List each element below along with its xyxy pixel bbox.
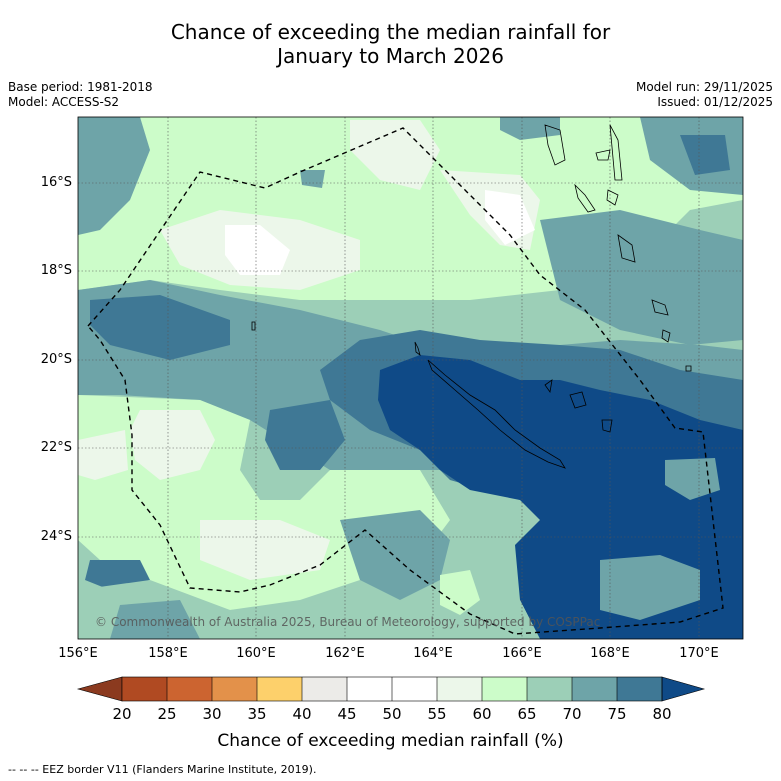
model-name: Model: ACCESS-S2: [8, 95, 120, 109]
lon-label-158e: 158°E: [148, 646, 188, 661]
map-frame: [77, 116, 744, 640]
colorbar: [76, 676, 706, 702]
colorbar-tick: 50: [382, 705, 402, 723]
colorbar-dividers: [121, 676, 663, 702]
eez-legend-note: -- -- -- EEZ border V11 (Flanders Marine…: [8, 763, 317, 776]
colorbar-title: Chance of exceeding median rainfall (%): [217, 731, 564, 751]
colorbar-bin: [212, 677, 257, 701]
lat-label-20s: 20°S: [40, 352, 72, 367]
lat-label-22s: 22°S: [40, 440, 72, 455]
colorbar-over: [661, 676, 706, 702]
colorbar-tick: 55: [427, 705, 447, 723]
title-line-1: Chance of exceeding the median rainfall …: [170, 20, 611, 44]
lon-label-166e: 166°E: [502, 646, 542, 661]
map-shading: [78, 117, 743, 639]
lat-label-18s: 18°S: [40, 263, 72, 278]
colorbar-bin: [392, 677, 437, 701]
base-period: Base period: 1981-2018: [8, 80, 153, 94]
colorbar-tick: 65: [517, 705, 537, 723]
colorbar-tick: 20: [112, 705, 132, 723]
issued-date: Issued: 01/12/2025: [657, 95, 773, 109]
colorbar-bin: [302, 677, 347, 701]
colorbar-bin: [437, 677, 482, 701]
colorbar-tick: 40: [292, 705, 312, 723]
colorbar-bin: [572, 677, 617, 701]
colorbar-tick: 30: [202, 705, 222, 723]
lon-label-162e: 162°E: [325, 646, 365, 661]
colorbar-bin: [167, 677, 212, 701]
colorbar-tick: 60: [472, 705, 492, 723]
coastlines: [251, 124, 692, 469]
colorbar-tick: 75: [607, 705, 627, 723]
lon-label-160e: 160°E: [236, 646, 276, 661]
lon-label-164e: 164°E: [413, 646, 453, 661]
title-line-2: January to March 2026: [277, 44, 504, 68]
lat-label-24s: 24°S: [40, 529, 72, 544]
lon-label-168e: 168°E: [590, 646, 630, 661]
colorbar-under: [76, 676, 123, 702]
colorbar-tick: 35: [247, 705, 267, 723]
colorbar-bin: [122, 677, 167, 701]
map-title: Chance of exceeding the median rainfall …: [0, 20, 781, 68]
lon-label-156e: 156°E: [58, 646, 98, 661]
colorbar-bin: [617, 677, 662, 701]
meta-left: Base period: 1981-2018 Model: ACCESS-S2: [8, 80, 153, 110]
colorbar-bin: [482, 677, 527, 701]
colorbar-bin: [257, 677, 302, 701]
lon-label-170e: 170°E: [679, 646, 719, 661]
model-run: Model run: 29/11/2025: [635, 80, 773, 94]
colorbar-tick: 70: [562, 705, 582, 723]
colorbar-tick: 25: [157, 705, 177, 723]
lat-label-16s: 16°S: [40, 175, 72, 190]
colorbar-bin: [527, 677, 572, 701]
graticule: [78, 117, 743, 639]
colorbar-tick: 45: [337, 705, 357, 723]
colorbar-bin: [347, 677, 392, 701]
eez-border: [87, 127, 724, 635]
colorbar-tick: 80: [652, 705, 672, 723]
copyright-notice: © Commonwealth of Australia 2025, Bureau…: [95, 615, 601, 629]
meta-right: Model run: 29/11/2025 Issued: 01/12/2025: [636, 80, 773, 110]
